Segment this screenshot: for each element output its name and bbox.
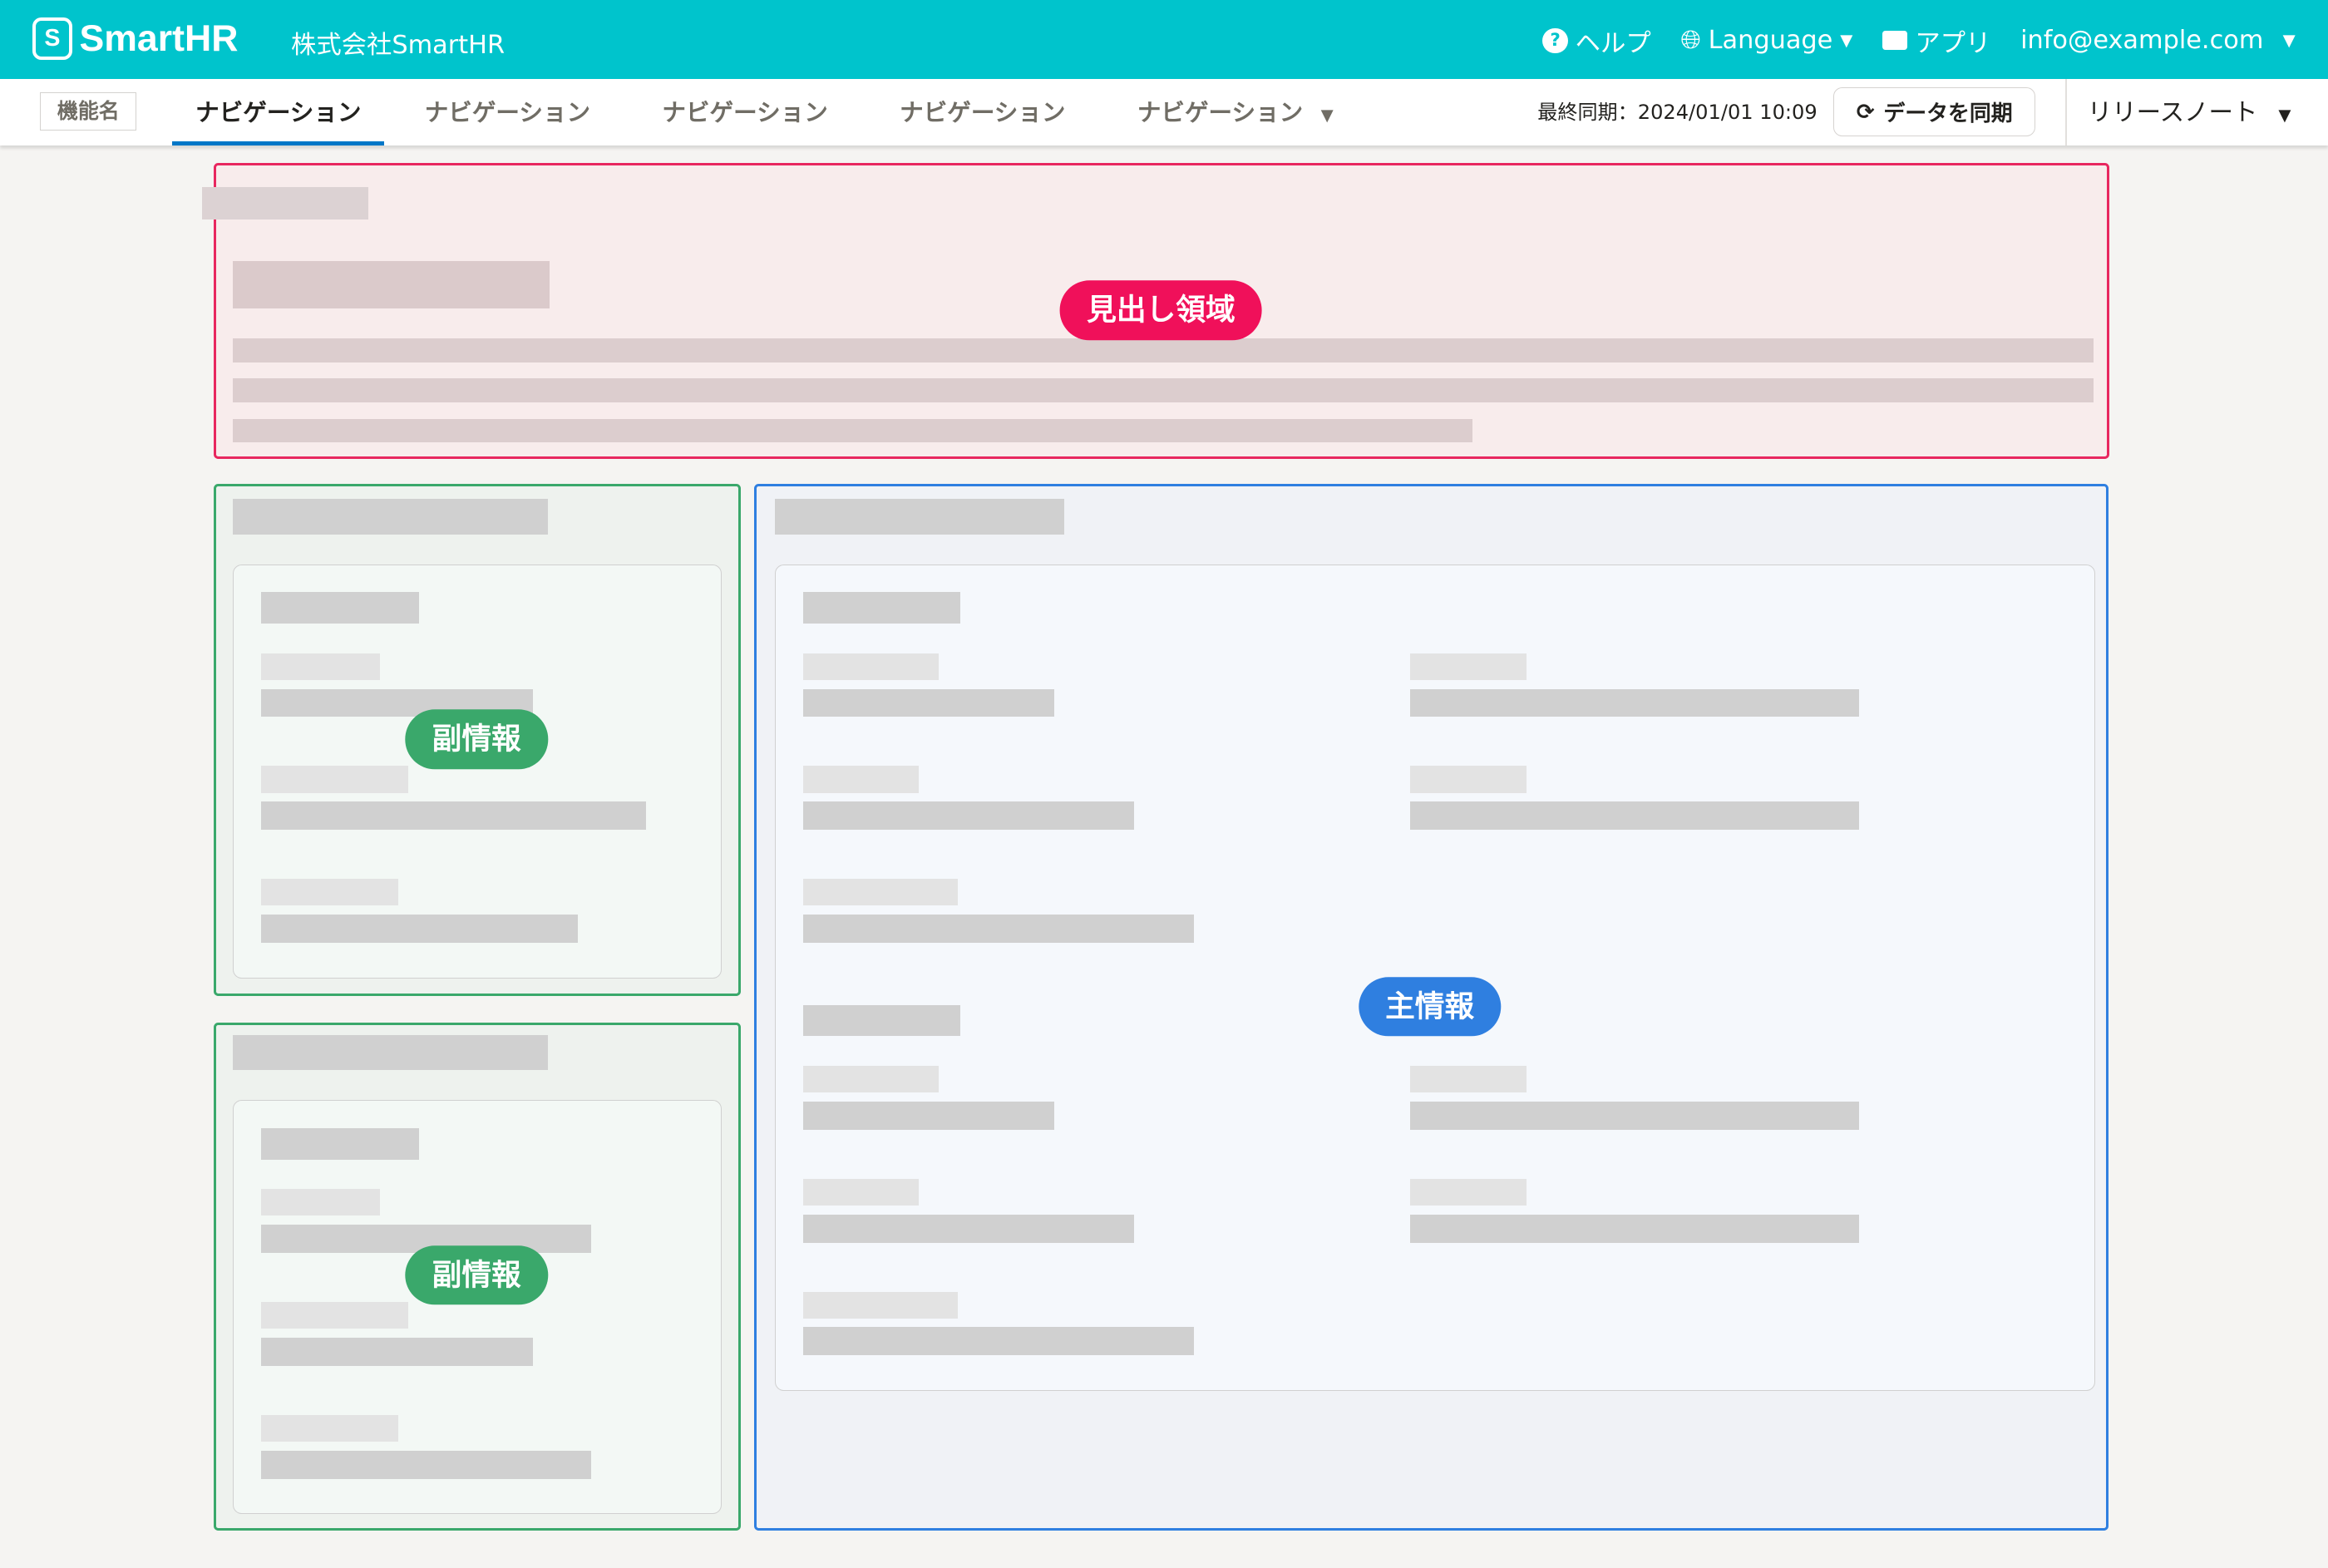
feature-name: 機能名 <box>40 91 137 131</box>
placeholder <box>261 653 381 680</box>
placeholder <box>803 1066 939 1093</box>
heading-region-label: 見出し領域 <box>1060 280 1262 340</box>
placeholder <box>261 1450 591 1479</box>
placeholder <box>803 688 1054 717</box>
placeholder <box>233 1034 548 1071</box>
placeholder <box>803 801 1135 831</box>
apps-menu[interactable]: アプリ <box>1882 22 1990 59</box>
nav-tab-4[interactable]: ナビゲーション <box>900 97 1066 126</box>
user-menu[interactable]: info@example.com ▼ <box>2020 26 2296 56</box>
placeholder <box>1410 1214 1859 1243</box>
app-navigation: 機能名 ナビゲーション ナビゲーション ナビゲーション ナビゲーション ナビゲー… <box>0 78 2328 145</box>
placeholder <box>233 378 2094 402</box>
question-circle-icon: ? <box>1542 27 1568 53</box>
placeholder <box>261 766 409 793</box>
company-name: 株式会社SmartHR <box>290 30 506 60</box>
language-selector[interactable]: 🌐︎ Language ▼ <box>1680 25 1853 56</box>
nav-tab-3[interactable]: ナビゲーション <box>662 97 828 126</box>
sub-info-label: 副情報 <box>405 1245 548 1305</box>
placeholder <box>233 498 548 535</box>
placeholder <box>803 1291 958 1319</box>
nav-tab-5[interactable]: ナビゲーション ▼ <box>1137 97 1334 126</box>
placeholder <box>261 1128 419 1160</box>
placeholder <box>1410 688 1859 717</box>
placeholder <box>803 766 920 793</box>
globe-icon: 🌐︎ <box>1680 25 1701 55</box>
smarthr-logo[interactable]: S SmartHR <box>32 17 238 61</box>
logo-mark-icon: S <box>32 17 72 61</box>
placeholder <box>261 1414 398 1442</box>
divider <box>2064 78 2067 145</box>
refresh-icon: ⟳ <box>1856 99 1875 125</box>
placeholder <box>803 1004 961 1037</box>
placeholder <box>775 498 1065 535</box>
placeholder <box>803 1327 1194 1356</box>
placeholder <box>803 1178 920 1206</box>
caret-down-icon: ▼ <box>1320 105 1334 125</box>
placeholder <box>803 1214 1135 1243</box>
sync-data-button[interactable]: ⟳ データを同期 <box>1833 87 2036 137</box>
caret-down-icon: ▼ <box>2278 105 2291 125</box>
caret-down-icon: ▼ <box>1840 31 1853 51</box>
nav-tab-2[interactable]: ナビゲーション <box>424 97 591 126</box>
placeholder <box>261 1189 381 1216</box>
placeholder <box>261 592 419 624</box>
help-link[interactable]: ? ヘルプ <box>1542 22 1651 59</box>
placeholder <box>261 1337 534 1366</box>
placeholder <box>201 186 368 220</box>
placeholder <box>1410 1101 1859 1130</box>
placeholder <box>1410 1178 1527 1206</box>
placeholder <box>261 1302 409 1329</box>
caret-down-icon: ▼ <box>2282 31 2296 51</box>
placeholder <box>803 592 961 624</box>
placeholder <box>233 338 2094 362</box>
placeholder <box>261 914 578 943</box>
placeholder <box>1410 766 1527 793</box>
placeholder <box>803 879 958 906</box>
main-info-label: 主情報 <box>1358 976 1502 1037</box>
sub-info-label: 副情報 <box>405 709 548 769</box>
placeholder <box>261 801 646 831</box>
toolbox-icon <box>1882 31 1908 51</box>
placeholder <box>1410 1066 1527 1093</box>
last-sync-time: 最終同期：2024/01/01 10:09 <box>1537 100 1818 124</box>
placeholder <box>803 653 939 680</box>
release-notes-menu[interactable]: リリースノート ▼ <box>2087 97 2291 126</box>
placeholder <box>803 1101 1054 1130</box>
placeholder <box>803 914 1194 943</box>
placeholder <box>233 261 550 309</box>
placeholder <box>233 418 1473 443</box>
app-header: S SmartHR 株式会社SmartHR ? ヘルプ 🌐︎ Language ▼ アプ… <box>0 0 2328 79</box>
placeholder <box>261 879 398 906</box>
placeholder <box>1410 801 1859 831</box>
nav-tab-1[interactable]: ナビゲーション <box>172 79 385 145</box>
placeholder <box>1410 653 1527 680</box>
